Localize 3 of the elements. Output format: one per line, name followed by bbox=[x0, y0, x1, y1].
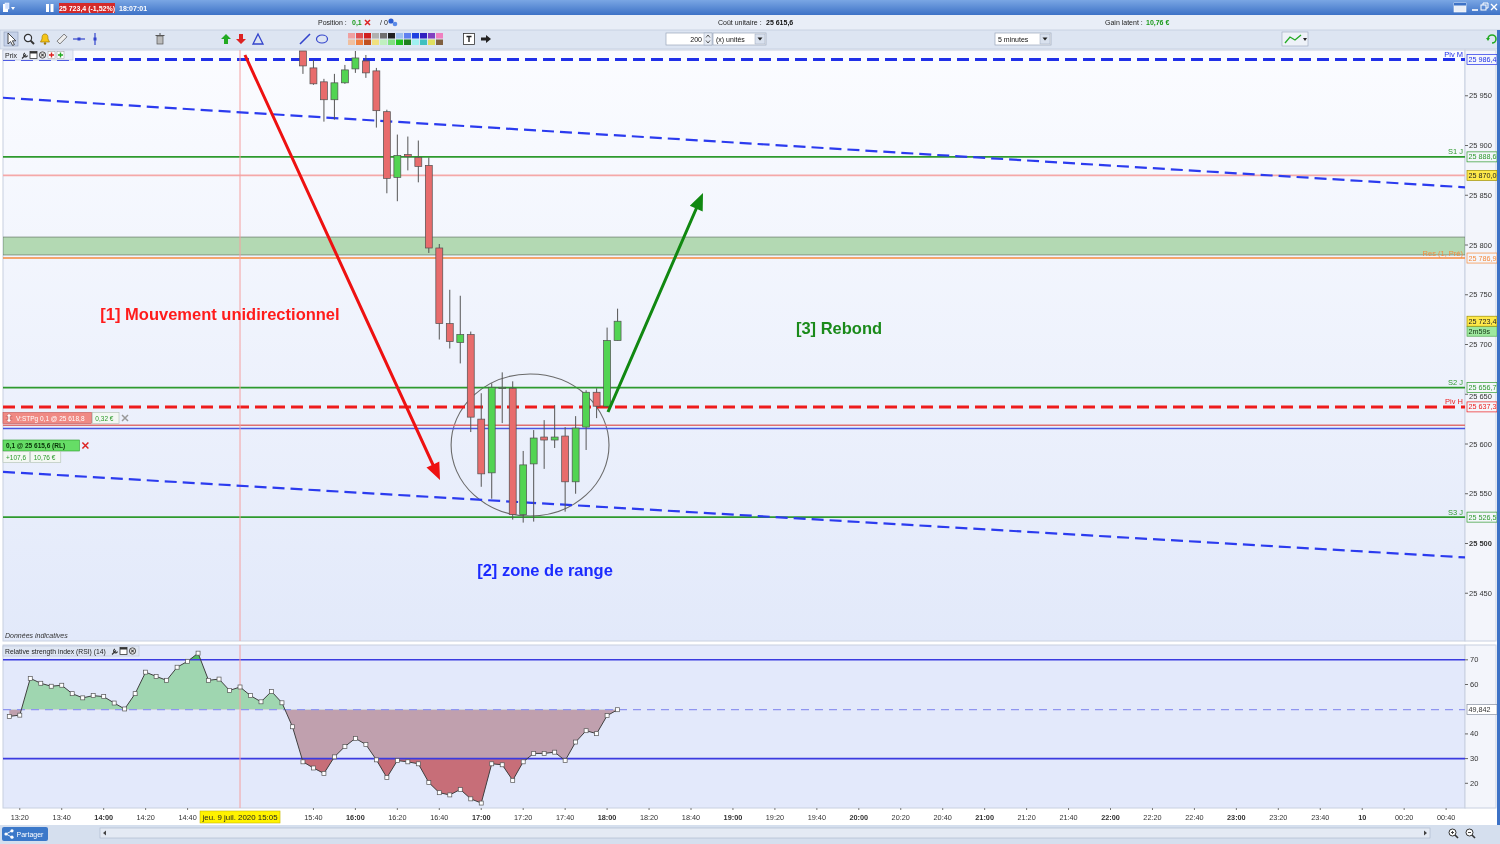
annotation: [1] Mouvement unidirectionnel bbox=[100, 305, 340, 323]
annotation: [2] zone de range bbox=[477, 561, 613, 579]
annotation: [3] Rebond bbox=[795, 319, 883, 337]
